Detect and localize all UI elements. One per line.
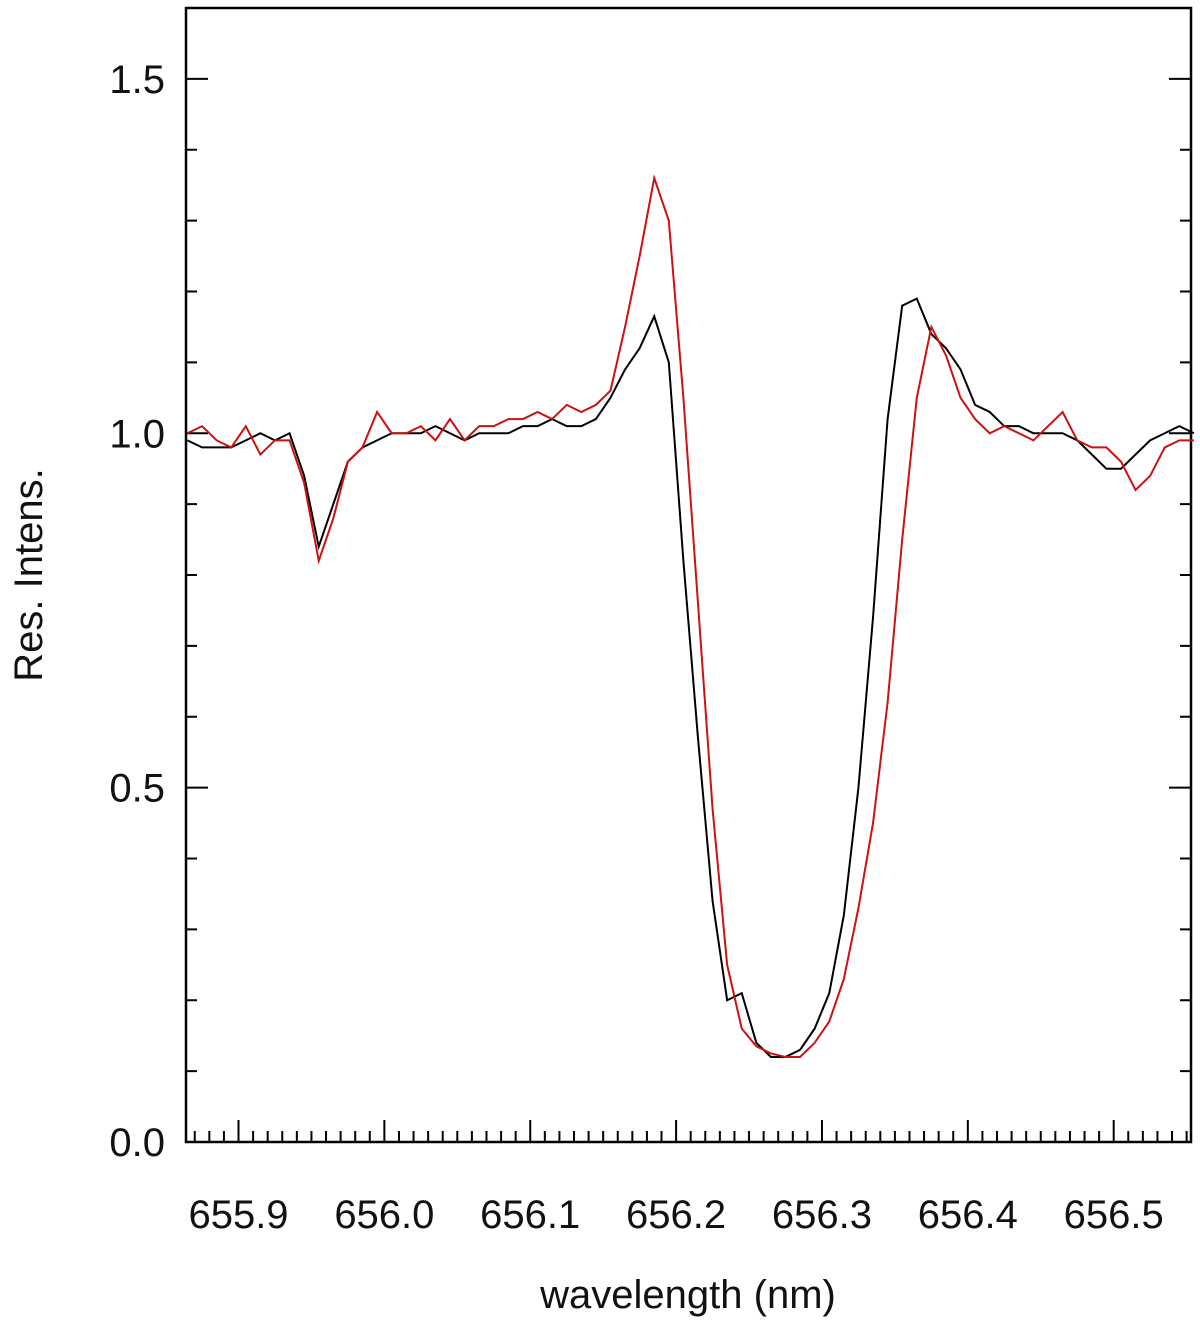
x-tick-label: 656.4 — [918, 1193, 1018, 1237]
x-axis-label: wavelength (nm) — [539, 1273, 836, 1317]
y-tick-label: 0.0 — [109, 1121, 165, 1165]
x-tick-label: 656.5 — [1064, 1193, 1164, 1237]
y-tick-label: 0.5 — [109, 767, 165, 811]
y-axis-label: Res. Intens. — [7, 468, 51, 681]
data-line — [187, 297, 1195, 1058]
x-tick-label: 655.9 — [188, 1193, 288, 1237]
y-tick-label: 1.5 — [109, 58, 165, 102]
x-tick-label: 656.1 — [480, 1193, 580, 1237]
x-tick-label: 656.2 — [626, 1193, 726, 1237]
plot-frame — [184, 6, 1193, 1144]
y-tick-label: 1.0 — [109, 412, 165, 456]
data-line — [187, 174, 1194, 1058]
x-tick-label: 656.3 — [772, 1193, 872, 1237]
x-tick-label: 656.0 — [334, 1193, 434, 1237]
